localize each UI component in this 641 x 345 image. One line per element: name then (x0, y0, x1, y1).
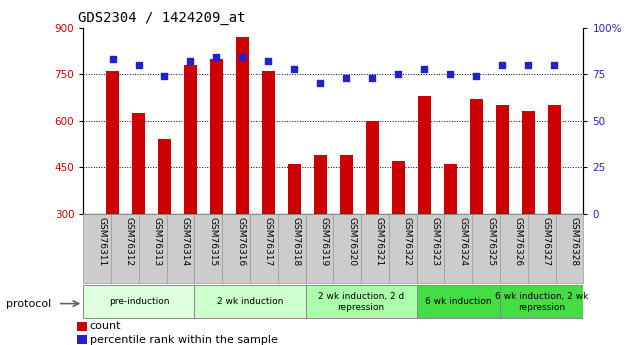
Bar (389, 214, 417, 283)
Point (108, 57, 118, 62)
Point (289, 66, 299, 71)
Bar (77, 335, 87, 344)
Text: 6 wk induction: 6 wk induction (425, 297, 492, 306)
Bar (495, 105, 509, 214)
Bar (184, 65, 197, 214)
Text: percentile rank within the sample: percentile rank within the sample (90, 335, 278, 345)
Bar (500, 214, 528, 283)
Bar (528, 214, 556, 283)
Text: GDS2304 / 1424209_at: GDS2304 / 1424209_at (78, 11, 246, 25)
Bar (111, 214, 139, 283)
Bar (306, 285, 417, 318)
Text: count: count (90, 322, 121, 332)
Point (341, 75, 351, 81)
Point (523, 62, 533, 68)
Bar (472, 214, 500, 283)
Text: 6 wk induction, 2 wk
repression: 6 wk induction, 2 wk repression (495, 292, 588, 312)
Bar (417, 214, 444, 283)
Point (160, 73, 170, 79)
Bar (306, 214, 333, 283)
Text: 2 wk induction, 2 d
repression: 2 wk induction, 2 d repression (318, 292, 404, 312)
Bar (139, 214, 167, 283)
Bar (278, 214, 306, 283)
Bar (556, 214, 583, 283)
Text: 2 wk induction: 2 wk induction (217, 297, 283, 306)
Text: pre-induction: pre-induction (108, 297, 169, 306)
Bar (158, 139, 171, 214)
Text: GSM76326: GSM76326 (514, 217, 523, 266)
Text: GSM76321: GSM76321 (375, 217, 384, 266)
Bar (83, 214, 111, 283)
Bar (288, 164, 301, 214)
Point (185, 58, 196, 64)
Point (471, 73, 481, 79)
Text: GSM76323: GSM76323 (431, 217, 440, 266)
Point (497, 62, 507, 68)
Text: protocol: protocol (6, 299, 52, 308)
Point (133, 62, 144, 68)
Bar (547, 105, 561, 214)
Text: GSM76325: GSM76325 (486, 217, 495, 266)
Text: GSM76316: GSM76316 (236, 217, 245, 267)
Text: GSM76328: GSM76328 (569, 217, 578, 266)
Point (419, 66, 429, 71)
Bar (83, 285, 194, 318)
Text: GSM76327: GSM76327 (542, 217, 551, 266)
Bar (222, 214, 250, 283)
Text: GSM76315: GSM76315 (208, 217, 217, 267)
Bar (392, 161, 404, 214)
Point (315, 81, 326, 86)
Bar (210, 59, 223, 214)
Point (445, 71, 455, 77)
Text: GSM76322: GSM76322 (403, 217, 412, 266)
Text: GSM76320: GSM76320 (347, 217, 356, 266)
Bar (340, 155, 353, 214)
Bar (250, 214, 278, 283)
Text: GSM76311: GSM76311 (97, 217, 106, 267)
Text: GSM76314: GSM76314 (181, 217, 190, 266)
Text: GSM76317: GSM76317 (264, 217, 273, 267)
Bar (262, 71, 275, 214)
Bar (77, 322, 87, 331)
Bar (361, 214, 389, 283)
Point (393, 71, 403, 77)
Text: GSM76324: GSM76324 (458, 217, 467, 266)
Bar (444, 214, 472, 283)
Point (263, 58, 274, 64)
Bar (470, 99, 483, 214)
Bar (417, 285, 500, 318)
Text: GSM76313: GSM76313 (153, 217, 162, 267)
Point (237, 55, 247, 60)
Bar (444, 164, 456, 214)
Text: GSM76319: GSM76319 (319, 217, 328, 267)
Bar (106, 71, 119, 214)
Bar (167, 214, 194, 283)
Point (367, 75, 378, 81)
Point (212, 55, 222, 60)
Point (549, 62, 559, 68)
Bar (314, 155, 327, 214)
Bar (132, 113, 145, 214)
Bar (418, 96, 431, 214)
Bar (194, 214, 222, 283)
Bar (366, 121, 379, 214)
Text: GSM76318: GSM76318 (292, 217, 301, 267)
Bar (500, 285, 583, 318)
Text: GSM76312: GSM76312 (125, 217, 134, 266)
Bar (194, 285, 306, 318)
Bar (333, 214, 361, 283)
Bar (522, 111, 535, 214)
Bar (236, 37, 249, 214)
